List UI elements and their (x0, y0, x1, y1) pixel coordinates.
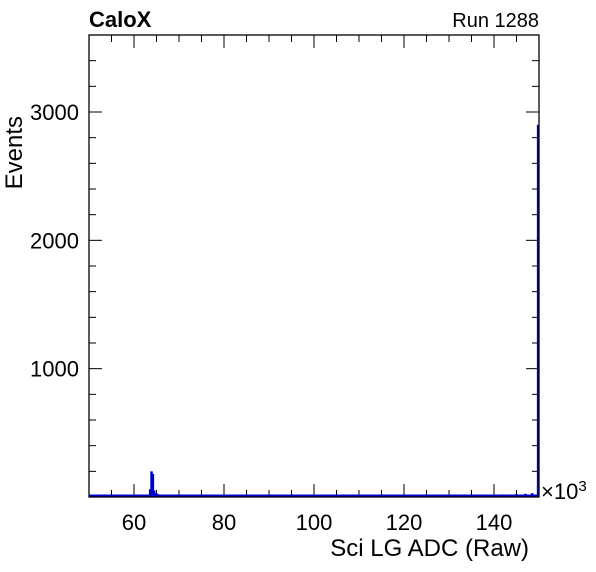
y-tick-label: 3000 (30, 100, 79, 125)
y-tick-label: 2000 (30, 228, 79, 253)
x-tick-label: 140 (476, 510, 513, 535)
x-tick-label: 80 (212, 510, 236, 535)
x-tick-label: 60 (122, 510, 146, 535)
y-tick-label: 1000 (30, 357, 79, 382)
plot-frame (88, 34, 540, 498)
experiment-title: CaloX (89, 7, 152, 32)
x-tick-label: 120 (386, 510, 423, 535)
run-label: Run 1288 (452, 10, 539, 32)
x-axis-label: Sci LG ADC (Raw) (330, 535, 529, 562)
y-axis-label: Events (1, 116, 28, 189)
x-tick-label: 100 (296, 510, 333, 535)
x-axis-multiplier: ×103 (541, 478, 587, 504)
